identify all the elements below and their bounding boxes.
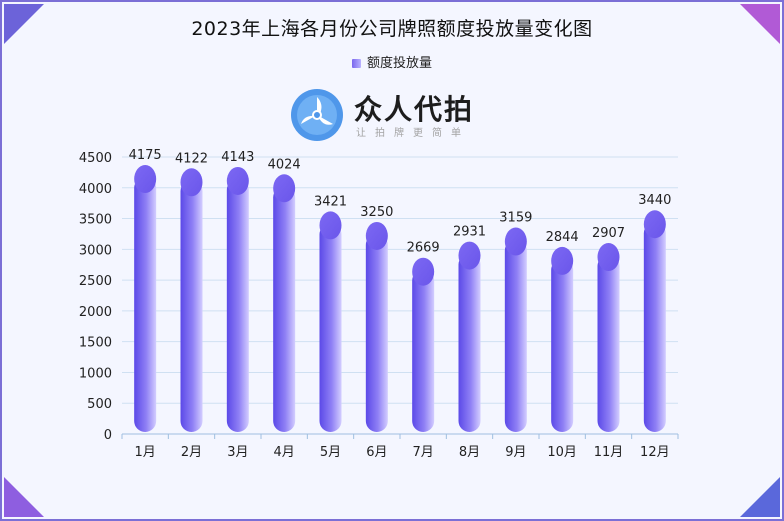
bar-cap [134,165,157,194]
bar [504,239,527,432]
corner-decoration-bottom-right [740,477,780,517]
x-tick-label: 4月 [274,445,295,460]
logo-name: 众人代拍 [354,93,475,126]
x-tick-label: 6月 [366,445,387,460]
data-label: 4024 [268,157,301,172]
data-label: 3250 [360,205,393,220]
bar [273,186,296,432]
bar-cap [226,166,249,195]
corner-decoration-top-right [740,4,780,44]
bar [412,269,435,432]
y-tick-label: 4000 [79,182,112,197]
bar-cap [458,241,481,270]
bar [643,222,666,432]
x-tick-label: 7月 [413,445,434,460]
bar-cap [504,227,527,256]
y-tick-label: 1500 [79,336,112,351]
bar [365,233,388,432]
y-tick-label: 2000 [79,305,112,320]
bar-cap [319,211,342,240]
data-label: 3421 [314,194,347,209]
legend-label: 额度投放量 [366,56,432,71]
x-tick-label: 10月 [547,445,577,460]
data-label: 2844 [546,230,579,245]
y-tick-label: 3000 [79,243,112,258]
y-tick-label: 0 [104,428,112,443]
bar-cap [365,221,388,250]
bar [458,253,481,432]
y-tick-label: 3500 [79,213,112,228]
bar [551,258,574,432]
legend-swatch [351,59,361,68]
x-tick-label: 9月 [505,445,526,460]
bar [226,178,249,432]
bar-cap [412,257,435,286]
y-tick-label: 1000 [79,366,112,381]
chart-legend: 额度投放量 [0,52,784,71]
corner-decoration-top-left [4,4,44,44]
y-tick-label: 500 [87,397,112,412]
x-tick-label: 5月 [320,445,341,460]
brand-logo: 众人代拍 让拍牌更简单 [290,86,500,144]
y-tick-label: 4500 [79,151,112,166]
logo-subtitle: 让拍牌更简单 [356,128,470,139]
data-label: 3159 [499,211,532,226]
y-tick-label: 2500 [79,274,112,289]
x-tick-label: 8月 [459,445,480,460]
x-tick-label: 12月 [640,445,670,460]
x-tick-label: 11月 [594,445,624,460]
data-label: 4122 [175,151,208,166]
bar-cap [643,210,666,239]
bar-cap [180,168,203,197]
data-label: 4175 [129,148,162,163]
data-label: 2669 [407,241,440,256]
bar [597,255,620,432]
x-tick-label: 1月 [135,445,156,460]
data-label: 3440 [638,193,671,208]
corner-decoration-bottom-left [4,477,44,517]
data-label: 2931 [453,225,486,240]
data-label: 2907 [592,226,625,241]
bar-cap [273,174,296,203]
bar-cap [597,243,620,272]
bar [180,180,203,432]
bar-cap [551,246,574,275]
data-label: 4143 [221,150,254,165]
bar [319,223,342,432]
propeller-logo-icon [291,89,343,141]
chart-title: 2023年上海各月份公司牌照额度投放量变化图 [191,18,593,40]
bar [134,177,157,432]
x-tick-label: 3月 [227,445,248,460]
x-tick-label: 2月 [181,445,202,460]
